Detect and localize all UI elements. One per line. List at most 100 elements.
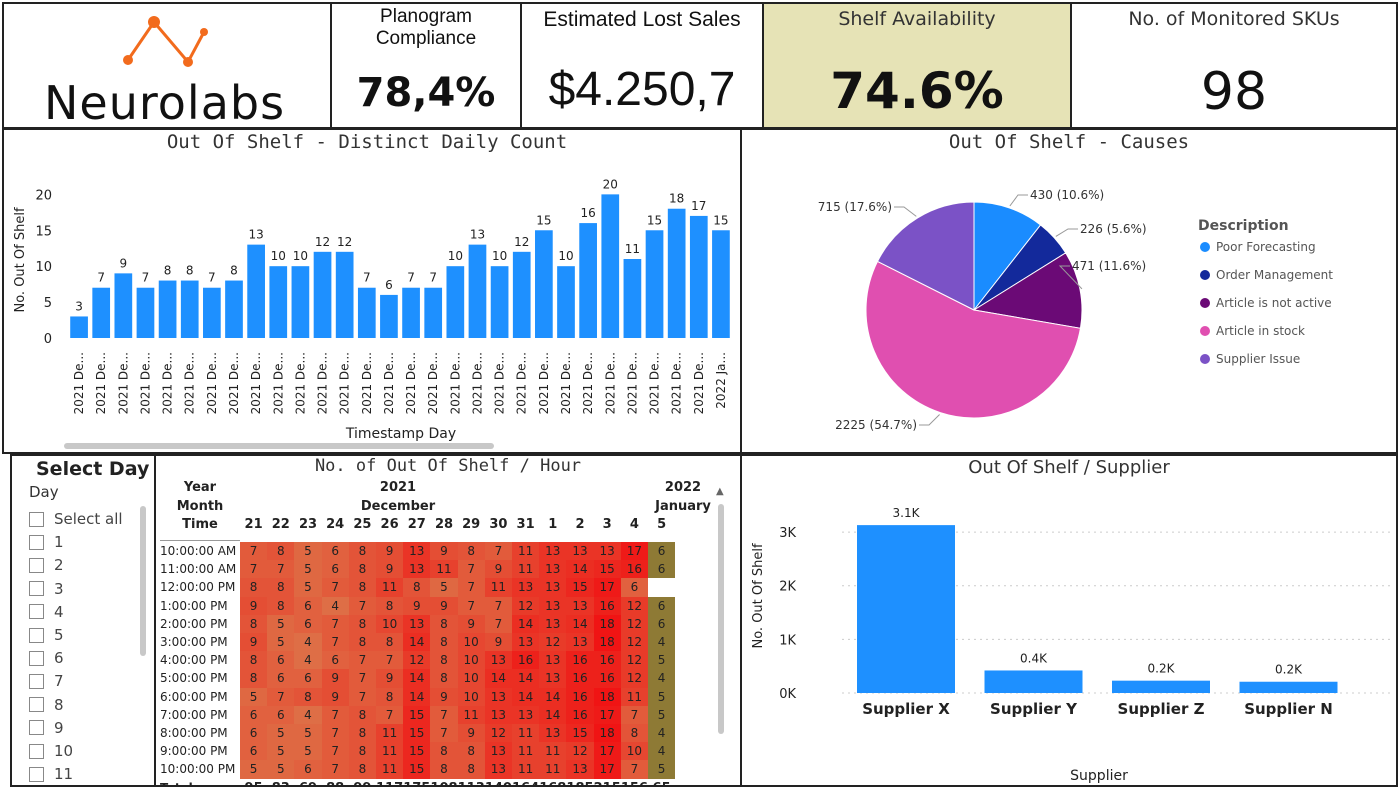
heatmap-cell: 6 (648, 560, 676, 579)
bar-data-label: 7 (429, 271, 437, 285)
heatmap-scroll-up-icon[interactable]: ▲ (716, 486, 724, 497)
checkbox[interactable] (29, 581, 44, 597)
heatmap-cell: 12 (620, 669, 648, 688)
checkbox[interactable] (29, 720, 44, 736)
slicer-subtitle: Day (29, 483, 59, 501)
heatmap-cell: 13 (539, 578, 567, 597)
slicer-item[interactable]: 2 (29, 554, 64, 576)
pie-data-label: 2225 (54.7%) (835, 418, 917, 432)
legend-item[interactable]: Poor Forecasting (1200, 240, 1316, 254)
heatmap-cell: 6 (648, 596, 676, 615)
x-tick-label: 2021 De... (94, 352, 108, 414)
x-tick-label: 2021 De... (537, 352, 551, 414)
bar-data-label: 8 (230, 264, 238, 278)
month-label: December (360, 499, 436, 514)
slicer-item[interactable]: 4 (29, 601, 64, 623)
checkbox[interactable] (29, 673, 44, 689)
checkbox[interactable] (29, 604, 44, 620)
heatmap-cell: 13 (512, 633, 540, 652)
x-tick-label: Supplier Z (1118, 700, 1205, 718)
legend-dot-icon (1200, 270, 1210, 280)
bar (225, 280, 243, 338)
bar-data-label: 0.2K (1275, 663, 1303, 677)
total-value: 168 (539, 781, 566, 785)
heatmap-cell: 15 (403, 705, 431, 724)
bar-data-label: 7 (208, 271, 216, 285)
checkbox[interactable] (29, 697, 44, 713)
total-value: 83 (267, 781, 294, 785)
heatmap-cell: 13 (539, 542, 567, 561)
slicer-scrollbar[interactable] (140, 506, 146, 656)
slicer-item[interactable]: 11 (29, 763, 73, 785)
chart-title: Out Of Shelf - Distinct Daily Count (166, 131, 568, 153)
brand-name: Neurolabs (44, 76, 286, 129)
kpi-title: Estimated Lost Sales (543, 8, 741, 31)
legend-item[interactable]: Article is not active (1200, 296, 1332, 310)
heatmap-cell: 5 (648, 687, 676, 706)
slicer-item[interactable]: 5 (29, 624, 64, 646)
legend-item[interactable]: Article in stock (1200, 324, 1305, 338)
pie-data-label: 715 (17.6%) (818, 200, 892, 214)
heatmap-cell: 8 (240, 669, 268, 688)
heatmap-cell: 5 (267, 724, 295, 743)
heatmap-cell: 12 (539, 633, 567, 652)
bar-data-label: 8 (186, 264, 194, 278)
legend-item[interactable]: Supplier Issue (1200, 352, 1300, 366)
heatmap-scrollbar[interactable] (718, 504, 724, 734)
heatmap-cell: 9 (484, 560, 512, 579)
heatmap-cell: 11 (376, 578, 404, 597)
heatmap-cell: 10 (457, 651, 485, 670)
heatmap-cell: 9 (430, 687, 458, 706)
heatmap-cell: 10 (457, 687, 485, 706)
slicer-select-all[interactable]: Select all (29, 508, 123, 530)
bar (1239, 681, 1338, 693)
checkbox[interactable] (29, 766, 44, 782)
row-time-label: 5:00:00 PM (160, 671, 228, 686)
bar-data-label: 6 (385, 278, 393, 292)
slicer-item[interactable]: 3 (29, 578, 64, 600)
column-label: 1 (548, 517, 558, 532)
checkbox[interactable] (29, 627, 44, 643)
heatmap-cell: 13 (566, 760, 594, 779)
legend-dot-icon (1200, 242, 1210, 252)
legend-dot-icon (1200, 354, 1210, 364)
heatmap-cell: 7 (430, 705, 458, 724)
bar (92, 287, 111, 338)
checkbox[interactable] (29, 557, 44, 573)
total-label: Total (160, 781, 238, 785)
heatmap-cell: 11 (457, 705, 485, 724)
legend-item[interactable]: Order Management (1200, 268, 1333, 282)
slicer-item[interactable]: 10 (29, 740, 73, 762)
bar-data-label: 7 (142, 271, 150, 285)
total-value: 88 (322, 781, 349, 785)
heatmap-cell: 5 (648, 760, 676, 779)
pie-leader-line (894, 206, 917, 217)
heatmap-cell: 6 (648, 614, 676, 633)
slicer-item[interactable]: 8 (29, 694, 64, 716)
heatmap-cell: 4 (294, 651, 322, 670)
slicer-item[interactable]: 6 (29, 647, 64, 669)
heatmap-cell: 7 (267, 560, 295, 579)
checkbox[interactable] (29, 534, 44, 550)
slicer-item[interactable]: 1 (29, 531, 64, 553)
heatmap-cell: 12 (512, 596, 540, 615)
bar-data-label: 11 (625, 242, 640, 256)
bar (857, 525, 955, 693)
slicer-item[interactable]: 9 (29, 717, 64, 739)
heatmap-cell: 17 (593, 705, 621, 724)
heatmap-cell: 7 (321, 724, 349, 743)
heatmap-cell: 8 (348, 614, 376, 633)
checkbox[interactable] (29, 743, 44, 759)
horizontal-scrollbar[interactable] (64, 443, 494, 449)
heatmap-cell: 6 (321, 651, 349, 670)
heatmap-cell: 7 (457, 596, 485, 615)
checkbox[interactable] (29, 650, 44, 666)
heatmap-cell: 7 (348, 669, 376, 688)
kpi-shelf-availability: Shelf Availability 74.6% (762, 2, 1072, 129)
heatmap-cell: 8 (240, 578, 268, 597)
y-axis-title: No. Out Of Shelf (751, 543, 766, 648)
heatmap-cell: 14 (566, 560, 594, 579)
slicer-item[interactable]: 7 (29, 670, 64, 692)
heatmap-cell: 16 (593, 596, 621, 615)
checkbox[interactable] (29, 511, 44, 527)
